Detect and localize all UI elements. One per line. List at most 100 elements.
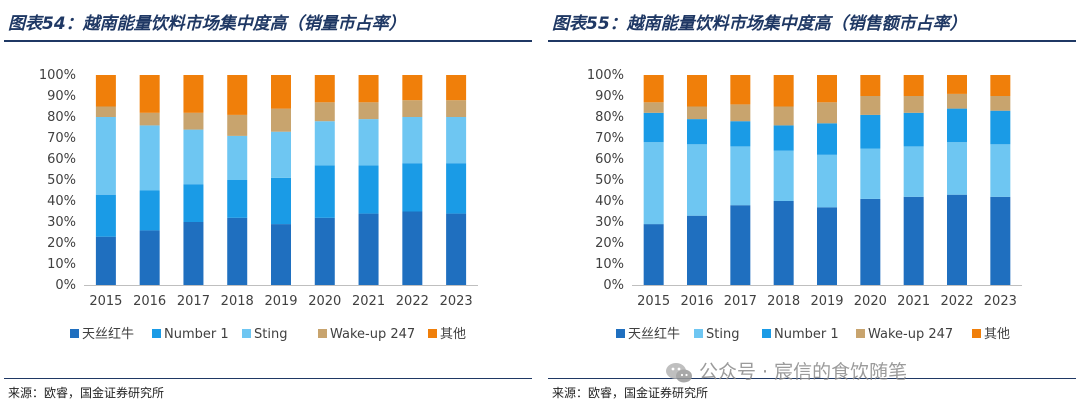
watermark: 公众号 · 宸信的食饮随笔 bbox=[665, 355, 907, 389]
bar-segment bbox=[687, 106, 707, 120]
bar-segment bbox=[95, 106, 116, 117]
x-tick-label: 2022 bbox=[940, 294, 973, 309]
bar-segment bbox=[860, 114, 881, 149]
bar-segment bbox=[227, 180, 248, 218]
bar-segment bbox=[730, 75, 751, 105]
legend-label: 天丝红牛 bbox=[628, 326, 680, 342]
bar-segment bbox=[773, 201, 794, 285]
y-tick-label: 40% bbox=[595, 194, 624, 209]
x-tick-label: 2018 bbox=[221, 294, 254, 309]
bar-segment bbox=[817, 154, 837, 208]
bar-segment bbox=[183, 184, 204, 222]
bar-segment bbox=[95, 236, 116, 285]
bar-segment bbox=[95, 194, 116, 237]
bar-segment bbox=[446, 163, 467, 214]
bar-segment bbox=[687, 119, 707, 145]
bar-segment bbox=[643, 102, 664, 113]
x-tick-label: 2021 bbox=[897, 294, 930, 309]
figure-title: 图表54：越南能量饮料市场集中度高（销量市占率） bbox=[8, 14, 406, 34]
bar-segment bbox=[358, 213, 379, 285]
legend-label: Number 1 bbox=[774, 327, 839, 342]
legend-swatch bbox=[428, 329, 437, 338]
bar-segment bbox=[446, 213, 467, 285]
stacked-bar-chart-volume: 0% 10% 20% 30% 40% 50% 60% 70% 80% 90% 100% 2015 201… bbox=[39, 68, 478, 342]
legend-label: Sting bbox=[706, 327, 739, 342]
bar-segment bbox=[687, 215, 707, 285]
bar-segment bbox=[773, 106, 794, 126]
bar-segment bbox=[139, 230, 160, 285]
wechat-icon bbox=[666, 362, 692, 382]
y-tick-label: 60% bbox=[47, 152, 76, 167]
bar-segment bbox=[358, 119, 379, 166]
bar-segment bbox=[860, 148, 881, 199]
legend-label: 其他 bbox=[440, 327, 466, 342]
bar-segment bbox=[227, 114, 248, 136]
x-tick-label: 2015 bbox=[637, 294, 670, 309]
bar-segment bbox=[314, 75, 335, 103]
legend-swatch bbox=[152, 329, 161, 338]
watermark-text: 公众号 · 宸信的食饮随笔 bbox=[699, 361, 908, 383]
bar-segment bbox=[227, 217, 248, 285]
x-tick-label: 2019 bbox=[264, 294, 297, 309]
bar-segment bbox=[358, 102, 379, 120]
bar-segment bbox=[903, 75, 924, 96]
chart-panel-volume-share: 图表54：越南能量饮料市场集中度高（销量市占率） 0% 10% 20% 30% 40% 5… bbox=[0, 0, 536, 414]
bar-segment bbox=[903, 196, 924, 285]
bar-segment bbox=[860, 96, 881, 115]
bar-segment bbox=[139, 190, 160, 231]
bar-segment bbox=[643, 112, 664, 143]
bar-segment bbox=[817, 102, 837, 124]
bar-segment bbox=[139, 112, 160, 126]
legend-swatch bbox=[242, 329, 251, 338]
y-tick-label: 0% bbox=[603, 278, 624, 293]
bar-segment bbox=[817, 207, 837, 285]
bar-segment bbox=[773, 75, 794, 107]
x-tick-label: 2020 bbox=[308, 294, 341, 309]
y-tick-label: 50% bbox=[595, 173, 624, 188]
x-tick-label: 2018 bbox=[767, 294, 800, 309]
stacked-bar-chart-value: 0% 10% 20% 30% 40% 50% 60% 70% 80% 90% 100% 2015 201… bbox=[587, 68, 1022, 342]
bar-segment bbox=[183, 129, 204, 185]
y-tick-label: 80% bbox=[595, 110, 624, 125]
title-divider bbox=[548, 40, 1076, 42]
bar-segment bbox=[947, 75, 967, 94]
bar-segment bbox=[687, 75, 707, 107]
bar-segment bbox=[947, 194, 967, 285]
y-tick-label: 50% bbox=[47, 173, 76, 188]
source-divider bbox=[548, 378, 1076, 379]
bar-segment bbox=[358, 75, 379, 103]
x-tick-label: 2019 bbox=[810, 294, 843, 309]
bar-segment bbox=[860, 198, 881, 285]
x-tick-label: 2020 bbox=[854, 294, 887, 309]
legend-swatch bbox=[616, 329, 625, 338]
legend-swatch bbox=[972, 329, 981, 338]
source-note: 来源：欧睿，国金证券研究所 bbox=[552, 386, 709, 400]
x-tick-label: 2023 bbox=[984, 294, 1017, 309]
bar-segment bbox=[643, 224, 664, 285]
legend-label: 天丝红牛 bbox=[82, 326, 134, 342]
legend-label: Number 1 bbox=[164, 327, 229, 342]
bar-segment bbox=[990, 96, 1011, 111]
y-tick-label: 60% bbox=[595, 152, 624, 167]
bar-segment bbox=[990, 196, 1011, 285]
x-tick-label: 2021 bbox=[352, 294, 385, 309]
y-tick-label: 20% bbox=[595, 236, 624, 251]
y-tick-label: 100% bbox=[39, 68, 76, 83]
bar-segment bbox=[358, 165, 379, 214]
legend-swatch bbox=[70, 329, 79, 338]
bar-segment bbox=[643, 75, 664, 103]
bar-segment bbox=[271, 224, 291, 285]
source-divider bbox=[4, 378, 532, 379]
bar-segment bbox=[903, 146, 924, 197]
legend-label: 其他 bbox=[984, 327, 1010, 342]
y-tick-label: 90% bbox=[47, 89, 76, 104]
y-tick-label: 10% bbox=[47, 257, 76, 272]
y-tick-label: 40% bbox=[47, 194, 76, 209]
bar-segment bbox=[271, 108, 291, 132]
bar-segment bbox=[139, 125, 160, 191]
bar-segment bbox=[314, 217, 335, 285]
chart-panel-value-share: 图表55：越南能量饮料市场集中度高（销售额市占率） 0% 10% 20% 30% 40%… bbox=[544, 0, 1080, 414]
y-tick-label: 20% bbox=[47, 236, 76, 251]
y-tick-label: 90% bbox=[595, 89, 624, 104]
bar-segment bbox=[947, 93, 967, 109]
